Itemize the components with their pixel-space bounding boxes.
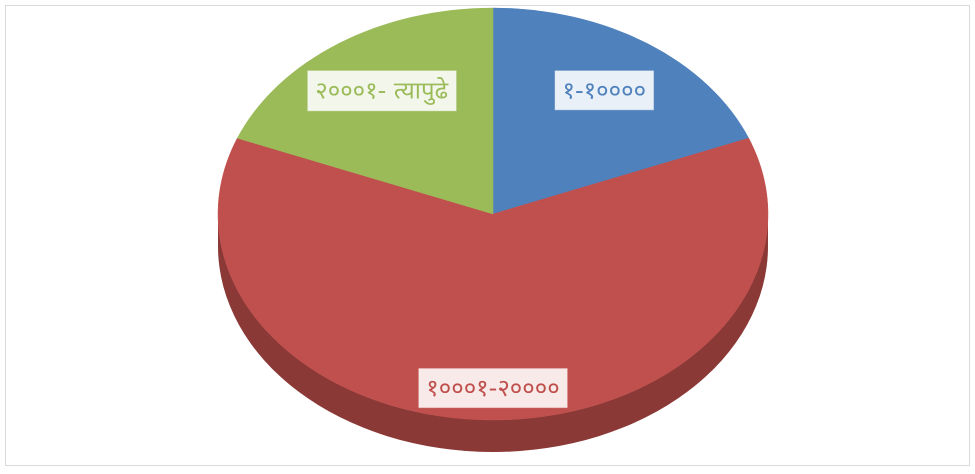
pie-slice — [217, 137, 769, 421]
data-label: २०००१- त्यापुढे — [315, 76, 448, 105]
data-label: १-१०००० — [563, 76, 647, 104]
data-label-box — [417, 367, 569, 409]
pie-labels: १-१०००० १०००१-२०००० २०००१- त्यापुढे — [306, 69, 655, 409]
data-label-box — [554, 69, 655, 111]
data-label-box — [306, 69, 458, 112]
pie-tops — [217, 7, 769, 421]
data-label: १०००१-२०००० — [426, 374, 559, 402]
pie-slice — [492, 7, 750, 215]
